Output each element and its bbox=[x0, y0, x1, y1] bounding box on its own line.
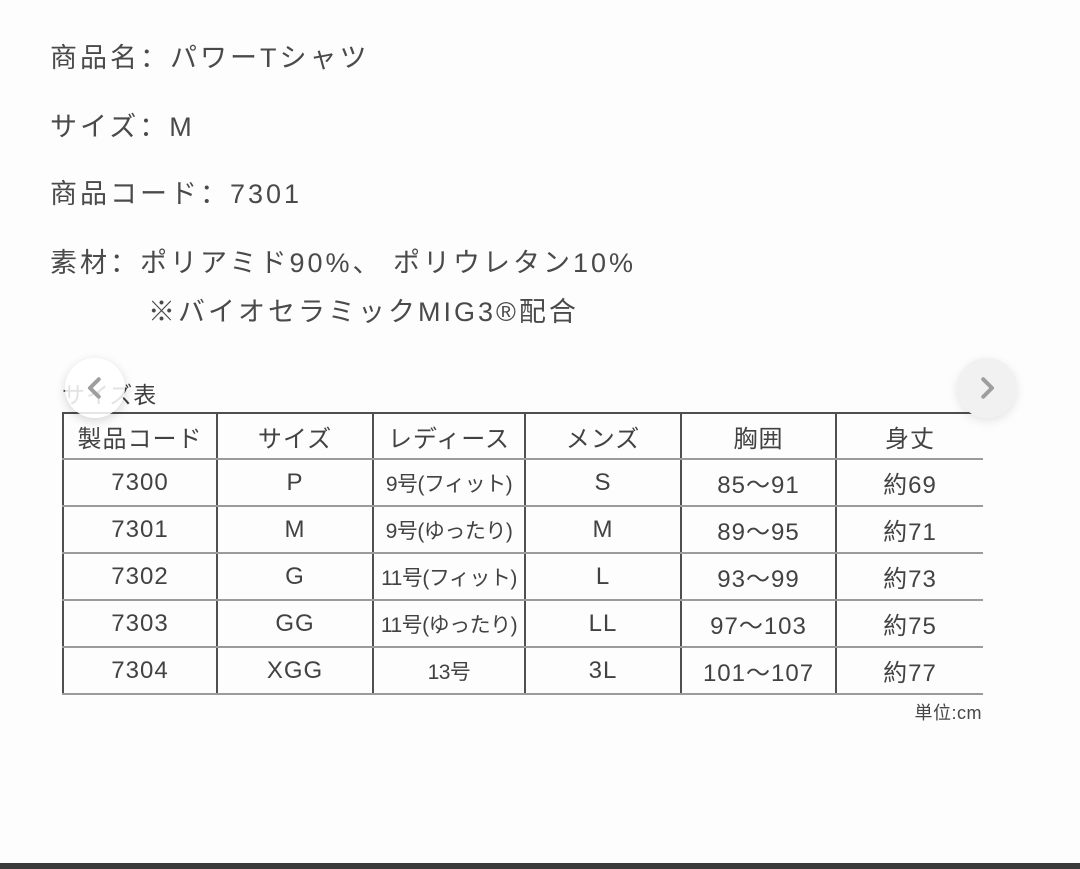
cell-size: G bbox=[216, 553, 373, 601]
column-header-ladies: レディース bbox=[372, 412, 525, 460]
cell-ladies: 9号(フィット) bbox=[372, 459, 525, 507]
column-header-mens: メンズ bbox=[524, 412, 681, 460]
column-header-size: サイズ bbox=[216, 412, 373, 460]
cell-chest: 93〜99 bbox=[680, 553, 836, 601]
cell-ladies: 11号(フィット) bbox=[372, 553, 525, 601]
cell-length: 約75 bbox=[835, 600, 983, 648]
cell-chest: 101〜107 bbox=[680, 647, 836, 695]
cell-length: 約77 bbox=[835, 647, 983, 695]
cell-product-code: 7300 bbox=[62, 459, 217, 507]
cell-size: XGG bbox=[216, 647, 373, 695]
column-header-length: 身丈 bbox=[835, 412, 983, 460]
table-row: 7303 GG 11号(ゆったり) LL 97〜103 約75 bbox=[62, 600, 983, 648]
carousel-next-button[interactable] bbox=[957, 358, 1017, 418]
cell-mens: L bbox=[524, 553, 681, 601]
material-line: 素材：ポリアミド90%、 ポリウレタン10% bbox=[50, 248, 637, 278]
chevron-right-icon bbox=[972, 373, 1002, 403]
unit-note: 単位:cm bbox=[914, 703, 982, 723]
cell-chest: 85〜91 bbox=[680, 459, 836, 507]
product-size-line: サイズ：M bbox=[50, 112, 195, 142]
product-name-line: 商品名：パワーTシャツ bbox=[50, 43, 370, 73]
bottom-bar bbox=[0, 863, 1080, 869]
table-row: 7302 G 11号(フィット) L 93〜99 約73 bbox=[62, 553, 983, 601]
cell-chest: 89〜95 bbox=[680, 506, 836, 554]
size-chart-table: 製品コード サイズ レディース メンズ 胸囲 身丈 7300 P 9号(フィット… bbox=[62, 412, 983, 695]
column-header-product-code: 製品コード bbox=[62, 412, 217, 460]
product-code-line: 商品コード：7301 bbox=[50, 179, 303, 209]
carousel-prev-button[interactable] bbox=[65, 358, 125, 418]
material-note-line: ※バイオセラミックMIG3®配合 bbox=[148, 297, 579, 327]
column-header-chest: 胸囲 bbox=[680, 412, 836, 460]
cell-size: P bbox=[216, 459, 373, 507]
cell-ladies: 9号(ゆったり) bbox=[372, 506, 525, 554]
cell-product-code: 7303 bbox=[62, 600, 217, 648]
cell-length: 約73 bbox=[835, 553, 983, 601]
cell-mens: S bbox=[524, 459, 681, 507]
cell-product-code: 7301 bbox=[62, 506, 217, 554]
table-header-row: 製品コード サイズ レディース メンズ 胸囲 身丈 bbox=[62, 412, 983, 460]
cell-product-code: 7302 bbox=[62, 553, 217, 601]
table-row: 7300 P 9号(フィット) S 85〜91 約69 bbox=[62, 459, 983, 507]
cell-ladies: 11号(ゆったり) bbox=[372, 600, 525, 648]
cell-mens: LL bbox=[524, 600, 681, 648]
table-row: 7301 M 9号(ゆったり) M 89〜95 約71 bbox=[62, 506, 983, 554]
cell-length: 約71 bbox=[835, 506, 983, 554]
cell-size: M bbox=[216, 506, 373, 554]
cell-chest: 97〜103 bbox=[680, 600, 836, 648]
cell-mens: 3L bbox=[524, 647, 681, 695]
cell-size: GG bbox=[216, 600, 373, 648]
chevron-left-icon bbox=[80, 373, 110, 403]
cell-mens: M bbox=[524, 506, 681, 554]
cell-product-code: 7304 bbox=[62, 647, 217, 695]
cell-ladies: 13号 bbox=[372, 647, 525, 695]
table-row: 7304 XGG 13号 3L 101〜107 約77 bbox=[62, 647, 983, 695]
cell-length: 約69 bbox=[835, 459, 983, 507]
